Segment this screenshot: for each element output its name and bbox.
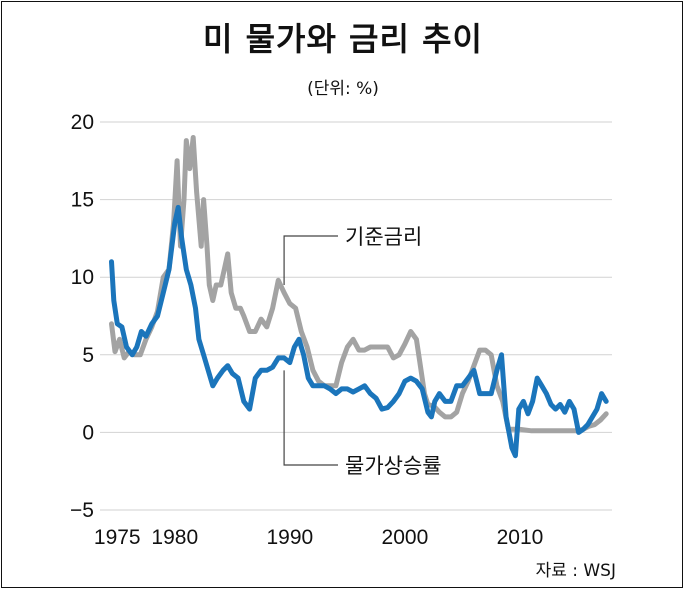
y-tick-label: 15 [71,189,94,212]
source-label: 자료 : WSJ [535,561,616,581]
y-tick-label: 0 [82,421,94,444]
y-axis-ticks: 20 15 10 5 0 −5 [70,111,94,522]
chart-title: 미 물가와 금리 추이 [203,20,483,58]
x-tick-label: 1990 [266,526,313,549]
series-lines [109,135,609,459]
y-tick-label: 10 [71,266,94,289]
x-axis-ticks: 1975 1980 1990 2000 2010 [94,526,543,549]
x-tick-label: 2000 [382,526,429,549]
y-tick-label: −5 [70,499,94,522]
series-line-inflation [109,204,609,459]
x-tick-label: 2010 [497,526,544,549]
y-tick-label: 20 [71,111,94,134]
x-tick-label: 1980 [151,526,198,549]
series-line-policy-rate [109,135,609,434]
policy-rate-leader [283,235,338,285]
chart-unit-label: (단위: %) [307,79,379,99]
annotation-policy-rate: 기준금리 [345,225,422,249]
inflation-leader [283,370,338,466]
annotation-inflation: 물가상승률 [345,454,442,478]
y-tick-label: 5 [82,344,94,367]
annotation-leader-lines [283,235,338,466]
x-tick-label: 1975 [94,526,141,549]
